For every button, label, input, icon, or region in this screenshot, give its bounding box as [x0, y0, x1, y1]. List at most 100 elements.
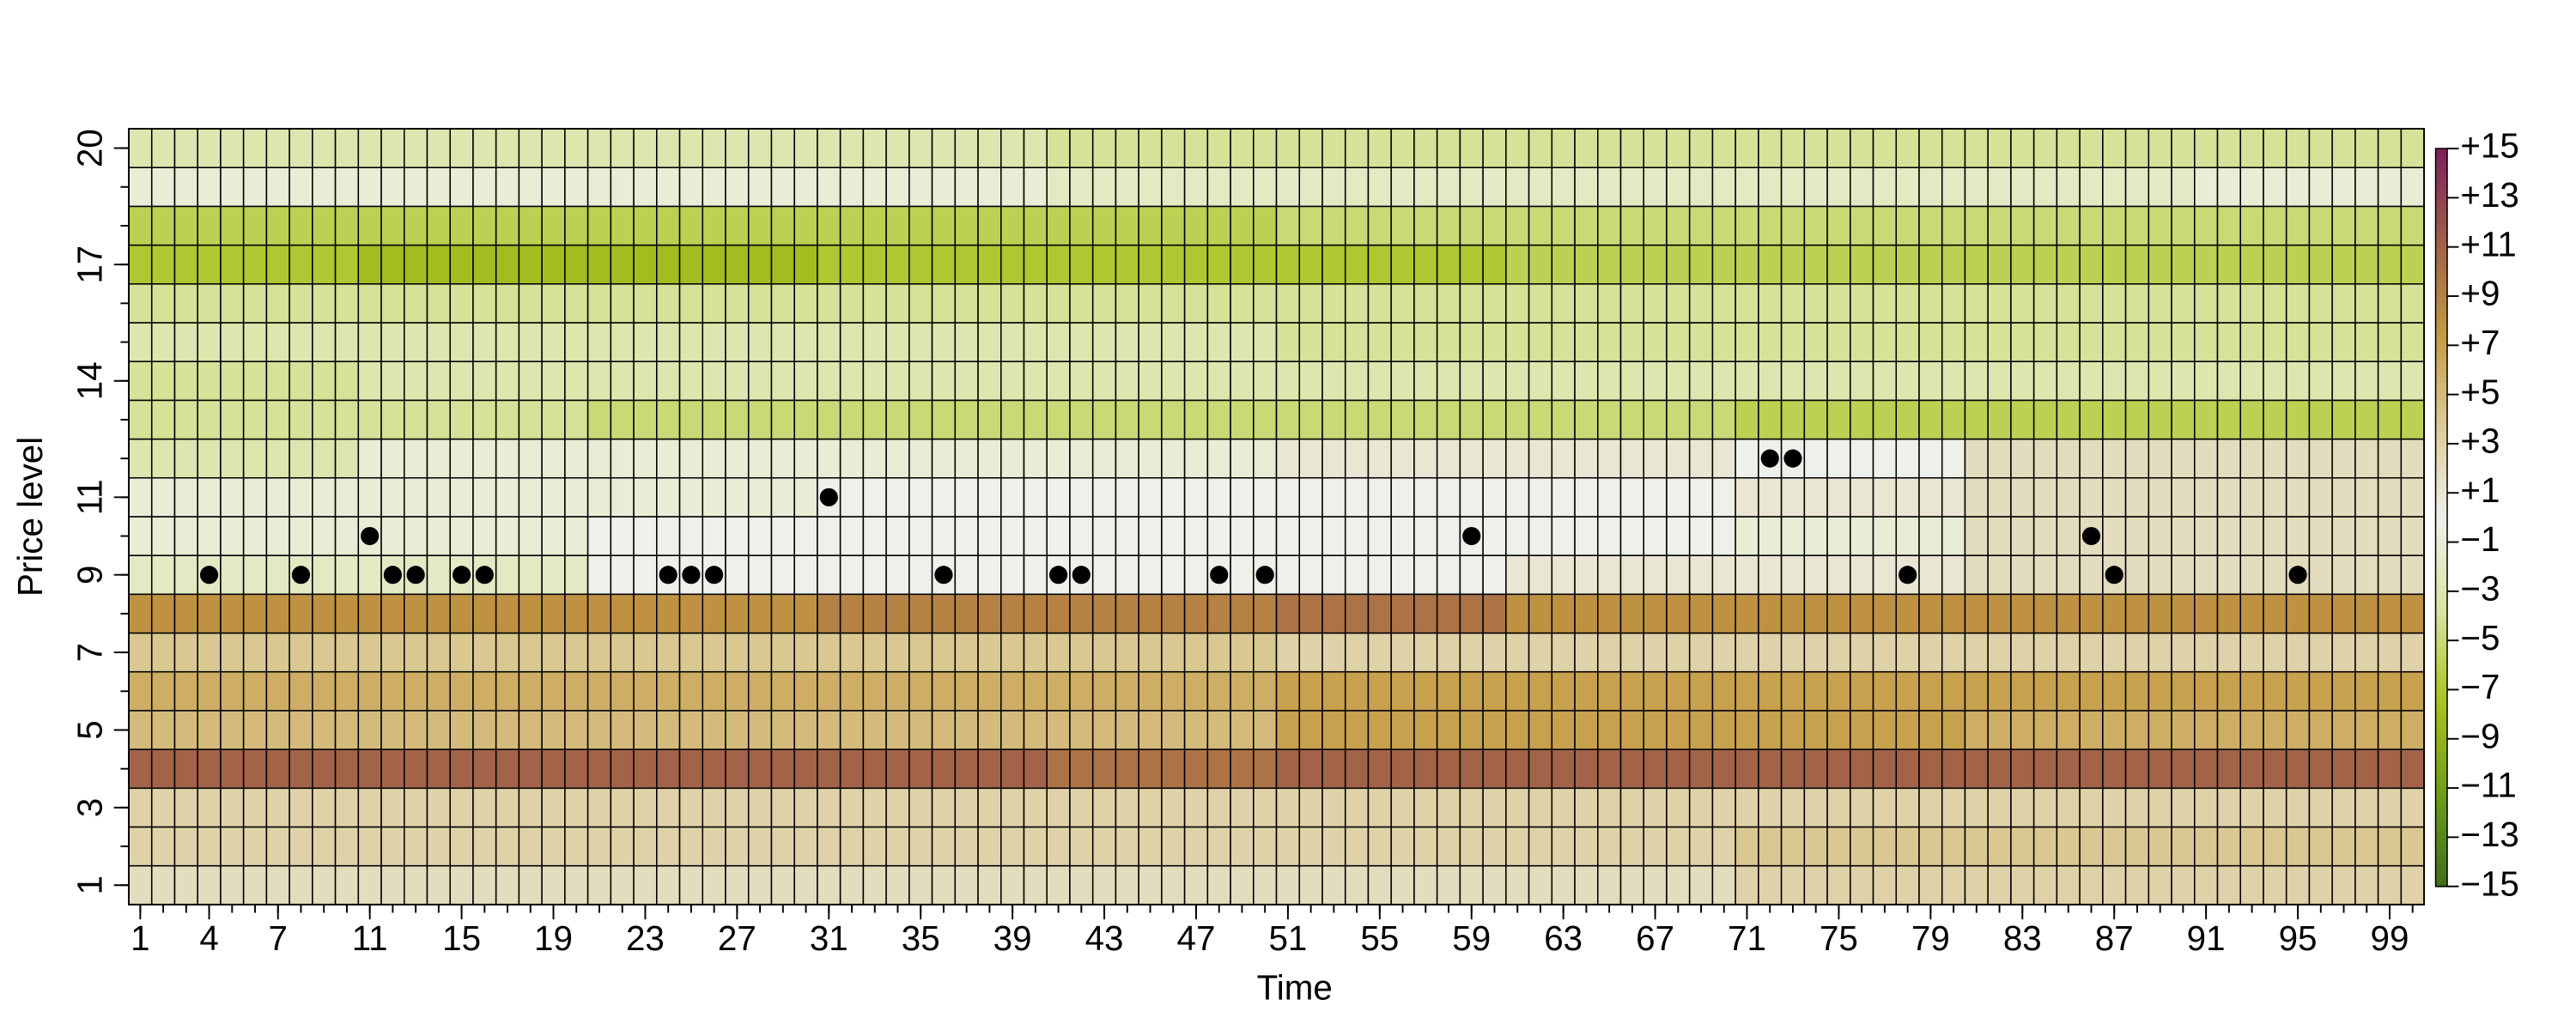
heatmap-cell [2124, 748, 2150, 790]
heatmap-cell [1826, 283, 1851, 324]
heatmap-cell [1230, 748, 1255, 790]
heatmap-cell [1505, 516, 1530, 556]
heatmap-cell [1046, 360, 1071, 402]
heatmap-cell [173, 322, 198, 362]
heatmap-cell [1459, 826, 1484, 867]
heatmap-cell [289, 167, 313, 208]
heatmap-cell [1711, 205, 1736, 246]
heatmap-cell [2263, 864, 2287, 906]
heatmap-cell [908, 864, 933, 906]
heatmap-cell [702, 476, 726, 518]
heatmap-cell [1091, 360, 1117, 402]
x-tick-label: 35 [902, 918, 940, 958]
heatmap-cell [426, 476, 452, 518]
heatmap-cell [1528, 554, 1553, 596]
heatmap-cell [2331, 554, 2356, 596]
heatmap-cell [334, 632, 360, 673]
heatmap-cell [2194, 748, 2219, 790]
heatmap-cell [2171, 593, 2196, 634]
heatmap-cell [1711, 826, 1736, 867]
heatmap-cell [839, 787, 865, 828]
heatmap-cell [2124, 476, 2150, 518]
heatmap-cell [862, 205, 887, 246]
heatmap-cell [1413, 476, 1438, 518]
heatmap-cell [1298, 864, 1323, 906]
heatmap-cell [1115, 205, 1139, 246]
heatmap-cell [1643, 205, 1668, 246]
heatmap-cell [1803, 360, 1828, 402]
heatmap-cell [2216, 864, 2242, 906]
heatmap-cell [1138, 283, 1163, 324]
heatmap-cell [1253, 670, 1278, 712]
heatmap-cell [1000, 864, 1025, 906]
heatmap-cell [2032, 516, 2058, 556]
heatmap-cell [1046, 244, 1071, 285]
heatmap-cell [839, 632, 865, 673]
heatmap-cell [1918, 283, 1943, 324]
heatmap-cell [1711, 554, 1736, 596]
heatmap-cell [1230, 128, 1255, 168]
heatmap-cell [1161, 128, 1186, 168]
heatmap-cell [541, 476, 566, 518]
heatmap-cell [173, 244, 198, 285]
heatmap-cell [2331, 670, 2356, 712]
heatmap-cell [908, 476, 933, 518]
heatmap-cell [839, 399, 865, 440]
heatmap-cell [1596, 710, 1622, 750]
heatmap-cell [702, 748, 726, 790]
heatmap-cell [610, 710, 635, 750]
heatmap-cell [839, 826, 865, 867]
heatmap-cell [289, 399, 313, 440]
heatmap-cell [1619, 360, 1644, 402]
heatmap-cell [312, 632, 337, 673]
heatmap-cell [2171, 670, 2196, 712]
heatmap-cell [541, 244, 566, 285]
heatmap-cell [1367, 205, 1392, 246]
heatmap-cell [1298, 670, 1323, 712]
heatmap-cell [2400, 748, 2425, 790]
heatmap-cell [2056, 593, 2081, 634]
colorbar-slice [2435, 837, 2447, 845]
heatmap-cell [793, 205, 818, 246]
heatmap-cell [1528, 476, 1553, 518]
heatmap-cell [2032, 554, 2058, 596]
heatmap-cell [977, 787, 1002, 828]
heatmap-cell [2239, 205, 2264, 246]
heatmap-cell [334, 864, 360, 906]
heatmap-cell [1115, 593, 1139, 634]
heatmap-cell [1436, 710, 1461, 750]
heatmap-cell [702, 826, 726, 867]
heatmap-cell [220, 787, 245, 828]
heatmap-cell [747, 826, 773, 867]
heatmap-cell [2148, 748, 2172, 790]
heatmap-cell [426, 670, 452, 712]
x-tick-label: 1 [131, 918, 149, 958]
heatmap-cell [518, 167, 543, 208]
heatmap-cell [2400, 167, 2425, 208]
heatmap-cell [1826, 632, 1851, 673]
event-dot [2081, 526, 2101, 546]
heatmap-cell [2377, 516, 2403, 556]
heatmap-cell [1344, 516, 1370, 556]
heatmap-cell [1459, 322, 1484, 362]
heatmap-cell [839, 360, 865, 402]
heatmap-cell [1528, 864, 1553, 906]
heatmap-cell [495, 322, 520, 362]
heatmap-cell [472, 476, 497, 518]
x-tick-label: 71 [1728, 918, 1766, 958]
heatmap-cell [1436, 205, 1461, 246]
heatmap-cell [1367, 826, 1392, 867]
heatmap-cell [931, 205, 957, 246]
heatmap-cell [2171, 283, 2196, 324]
heatmap-cell [2056, 438, 2081, 479]
heatmap-cell [954, 787, 979, 828]
heatmap-cell [1230, 710, 1255, 750]
heatmap-cell [678, 438, 704, 479]
heatmap-cell [1091, 167, 1117, 208]
heatmap-cell [404, 128, 428, 168]
heatmap-cell [725, 632, 750, 673]
heatmap-cell [2010, 360, 2035, 402]
heatmap-cell [1183, 748, 1209, 790]
heatmap-cell [1413, 128, 1438, 168]
heatmap-cell [2148, 438, 2172, 479]
